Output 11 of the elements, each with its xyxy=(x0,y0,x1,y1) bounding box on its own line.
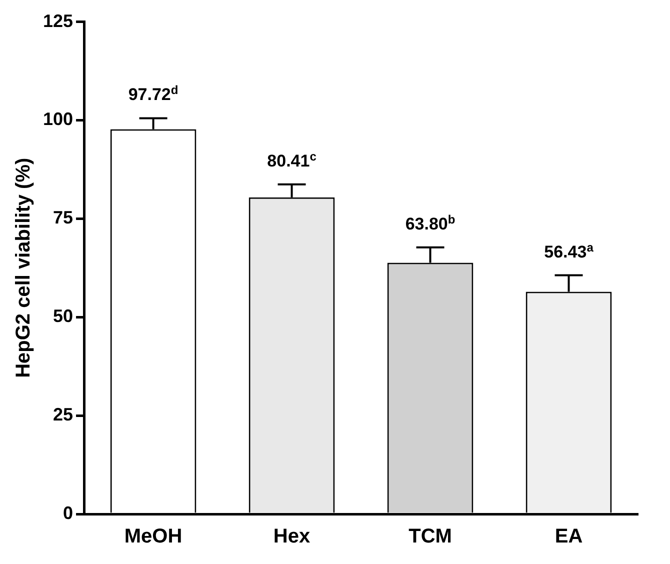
y-tick-label: 50 xyxy=(53,306,74,326)
y-tick-label: 0 xyxy=(63,502,74,523)
x-tick-label: EA xyxy=(554,526,583,548)
y-tick-label: 25 xyxy=(53,404,74,425)
x-tick-label: MeOH xyxy=(124,526,182,548)
y-axis-title: HepG2 cell viability (%) xyxy=(12,158,35,378)
x-tick-label: TCM xyxy=(408,526,452,548)
y-tick-label: 125 xyxy=(42,10,74,31)
y-tick-label: 75 xyxy=(53,208,74,228)
x-tick-label: Hex xyxy=(273,526,310,548)
y-tick-label: 100 xyxy=(42,109,74,130)
